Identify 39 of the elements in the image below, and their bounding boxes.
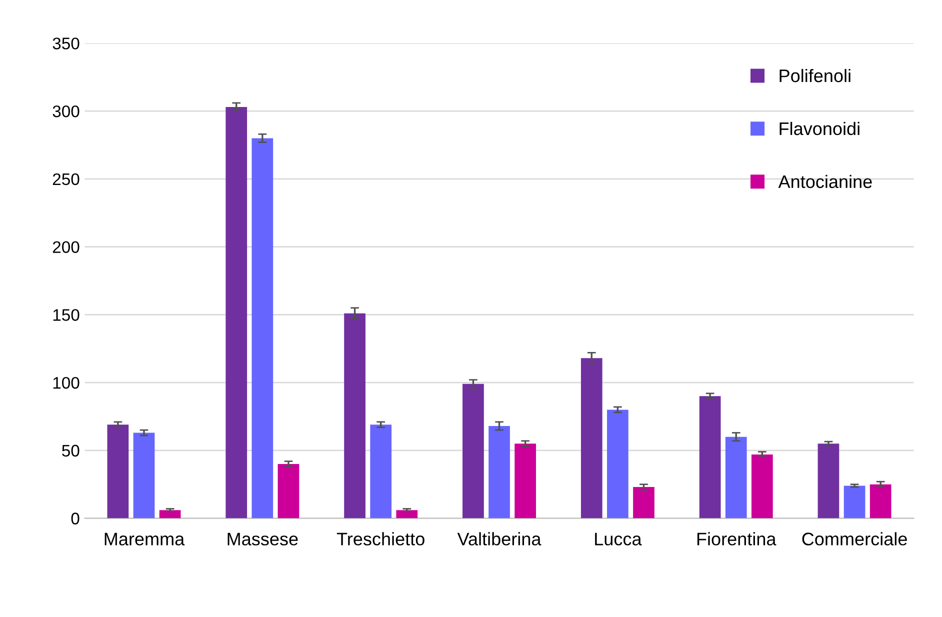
bar — [607, 410, 628, 518]
bar — [462, 384, 484, 518]
bar — [580, 358, 602, 518]
x-tick-label: Massese — [228, 532, 298, 546]
bar — [159, 510, 181, 518]
bar — [278, 464, 300, 518]
y-tick-label: 200 — [52, 241, 80, 254]
y-tick-label: 0 — [71, 512, 80, 524]
x-tick-label: Commerciale — [802, 532, 907, 546]
bar — [514, 444, 536, 518]
bar — [133, 432, 155, 518]
bar — [488, 426, 510, 518]
y-tick-label: 250 — [52, 173, 80, 186]
bar — [818, 444, 840, 518]
x-tick-label: Lucca — [595, 532, 642, 546]
bar — [252, 138, 274, 518]
bar — [107, 424, 129, 518]
bar — [725, 436, 747, 518]
bar — [226, 106, 248, 518]
x-tick-label: Maremma — [104, 532, 185, 546]
y-tick-label: 150 — [53, 309, 80, 321]
legend-label: Flavonoidi — [780, 122, 860, 136]
bar — [344, 313, 366, 518]
bar — [699, 396, 721, 518]
x-tick-label: Treschietto — [336, 532, 424, 546]
y-tick-label: 100 — [53, 376, 80, 389]
x-tick-label: Fiorentina — [697, 532, 776, 546]
bar — [844, 486, 866, 518]
bar — [396, 510, 418, 518]
legend-label: Polifenoli — [780, 68, 850, 82]
bar — [633, 487, 654, 518]
bar — [870, 484, 892, 518]
bar — [751, 454, 773, 518]
y-tick-label: 300 — [52, 105, 80, 118]
bar — [370, 424, 392, 518]
y-tick-label: 50 — [62, 444, 80, 457]
legend-label: Antocianine — [778, 174, 872, 188]
x-tick-label: Valtiberina — [457, 532, 542, 546]
y-tick-label: 350 — [52, 38, 80, 50]
